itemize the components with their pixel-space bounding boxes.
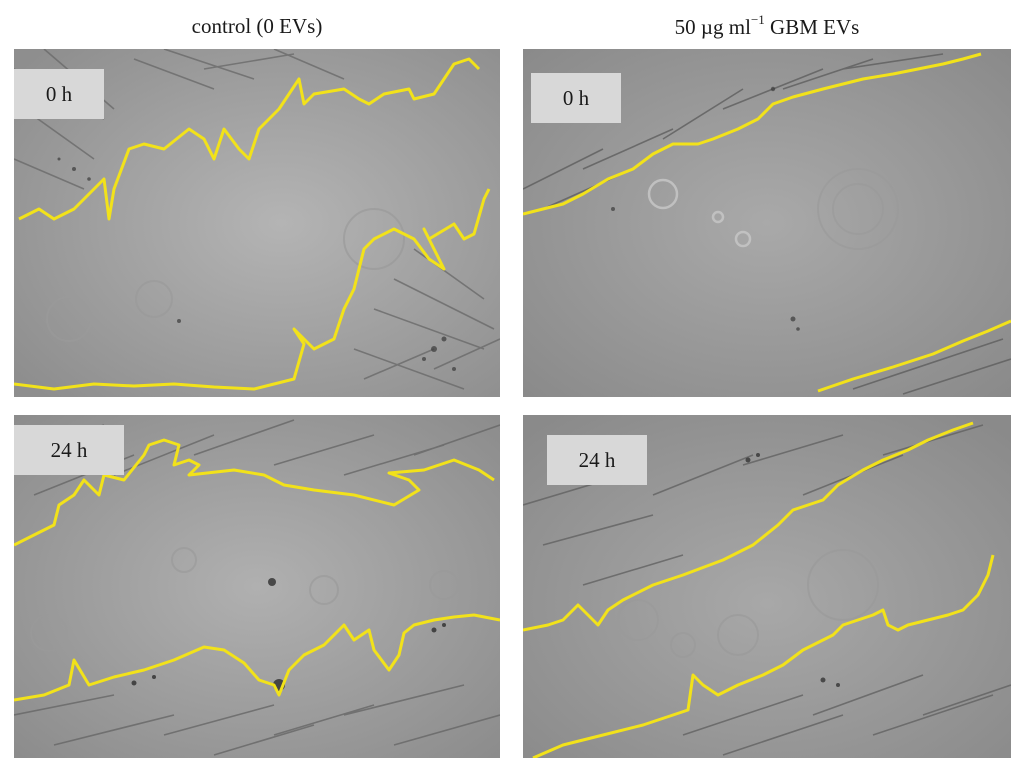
column-title-gbm-prefix: 50 µg ml xyxy=(674,15,751,39)
column-title-gbm-suffix: GBM EVs xyxy=(764,15,860,39)
column-title-control: control (0 EVs) xyxy=(191,14,323,38)
micrograph-control-0h: 0 h xyxy=(14,49,500,397)
column-title-gbm-exponent: −1 xyxy=(750,12,765,27)
time-label: 24 h xyxy=(547,435,647,485)
micrograph-gbm-evs-24h: 24 h xyxy=(523,415,1011,758)
time-label: 0 h xyxy=(14,69,104,119)
micrograph-gbm-evs-0h: 0 h xyxy=(523,49,1011,397)
column-title-gbm-evs: 50 µg ml−1 GBM EVs xyxy=(523,12,1011,40)
time-label: 24 h xyxy=(14,425,124,475)
micrograph-control-24h: 24 h xyxy=(14,415,500,758)
time-label: 0 h xyxy=(531,73,621,123)
